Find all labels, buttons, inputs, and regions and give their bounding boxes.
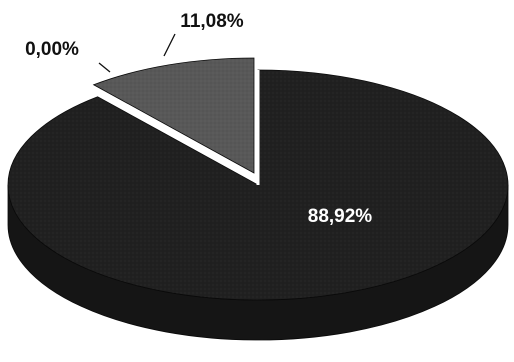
pie-slice-2-leader-line: [163, 33, 176, 57]
pie-data-labels: 88,92% 11,08% 0,00%: [25, 11, 372, 227]
pie-slice-2-label: 11,08%: [180, 11, 243, 32]
pie-top-faces: [7, 57, 509, 301]
pie-slice-1-label: 88,92%: [308, 206, 373, 227]
pie-leader-lines: [98, 33, 176, 73]
pie-slice-3-leader-line: [98, 62, 111, 73]
pie-slice-2-texture: [93, 58, 254, 173]
pie-slice-3-label: 0,00%: [25, 39, 79, 60]
